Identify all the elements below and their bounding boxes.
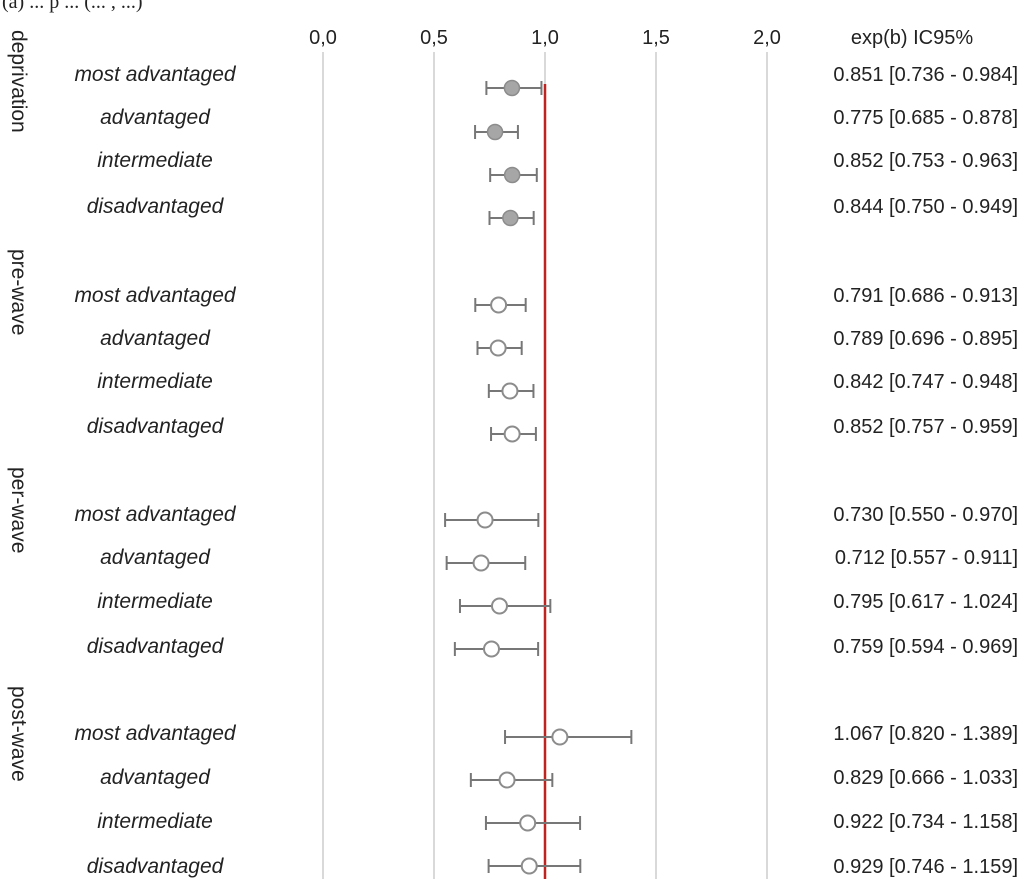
estimate-point-post-wave-advantaged xyxy=(498,771,516,789)
estimate-point-per-wave-most-advantaged xyxy=(476,511,494,529)
values-header: exp(b) IC95% xyxy=(851,27,973,49)
estimate-point-deprivation-advantaged xyxy=(486,123,504,141)
estimate-point-post-wave-most-advantaged xyxy=(551,728,569,746)
value-label-deprivation-disadvantaged: 0.844 [0.750 - 0.949] xyxy=(833,196,1018,218)
value-label-pre-wave-intermediate: 0.842 [0.747 - 0.948] xyxy=(833,371,1018,393)
row-label-post-wave-disadvantaged: disadvantaged xyxy=(87,855,225,878)
row-label-pre-wave-intermediate: intermediate xyxy=(97,370,213,393)
estimate-point-deprivation-disadvantaged xyxy=(502,209,519,227)
row-label-pre-wave-disadvantaged: disadvantaged xyxy=(87,415,225,438)
row-label-post-wave-intermediate: intermediate xyxy=(97,810,213,833)
row-label-pre-wave-most-advantaged: most advantaged xyxy=(74,284,236,307)
group-label-post-wave: post-wave xyxy=(7,686,30,782)
row-label-per-wave-advantaged: advantaged xyxy=(100,546,211,569)
value-label-per-wave-disadvantaged: 0.759 [0.594 - 0.969] xyxy=(833,636,1018,658)
estimate-point-deprivation-most-advantaged xyxy=(503,79,521,97)
x-tick-label-2: 1,0 xyxy=(531,27,559,49)
estimate-point-per-wave-disadvantaged xyxy=(482,640,500,658)
value-label-post-wave-intermediate: 0.922 [0.734 - 1.158] xyxy=(833,811,1018,833)
value-label-per-wave-most-advantaged: 0.730 [0.550 - 0.970] xyxy=(833,504,1018,526)
value-label-post-wave-advantaged: 0.829 [0.666 - 1.033] xyxy=(833,767,1018,789)
estimate-point-per-wave-intermediate xyxy=(490,597,508,615)
x-tick-label-4: 2,0 xyxy=(753,27,781,49)
estimate-point-post-wave-intermediate xyxy=(519,814,537,832)
chart-header-text: (a) ... p ... (... , ...) xyxy=(2,0,143,13)
estimate-point-post-wave-disadvantaged xyxy=(520,857,538,875)
row-label-deprivation-disadvantaged: disadvantaged xyxy=(87,195,225,218)
value-label-per-wave-intermediate: 0.795 [0.617 - 1.024] xyxy=(833,591,1018,613)
value-label-post-wave-disadvantaged: 0.929 [0.746 - 1.159] xyxy=(833,856,1018,878)
value-label-post-wave-most-advantaged: 1.067 [0.820 - 1.389] xyxy=(833,723,1018,745)
estimate-point-pre-wave-disadvantaged xyxy=(503,425,521,443)
estimate-point-pre-wave-most-advantaged xyxy=(490,296,508,314)
value-label-pre-wave-disadvantaged: 0.852 [0.757 - 0.959] xyxy=(833,416,1018,438)
value-label-per-wave-advantaged: 0.712 [0.557 - 0.911] xyxy=(835,547,1018,569)
estimate-point-deprivation-intermediate xyxy=(503,166,521,184)
value-label-deprivation-most-advantaged: 0.851 [0.736 - 0.984] xyxy=(833,64,1018,86)
x-tick-label-1: 0,5 xyxy=(420,27,448,49)
value-label-pre-wave-most-advantaged: 0.791 [0.686 - 0.913] xyxy=(833,285,1018,307)
value-label-deprivation-intermediate: 0.852 [0.753 - 0.963] xyxy=(833,150,1018,172)
estimate-point-per-wave-advantaged xyxy=(472,554,490,572)
row-label-post-wave-advantaged: advantaged xyxy=(100,766,211,789)
group-label-deprivation: deprivation xyxy=(7,30,30,133)
estimate-point-pre-wave-advantaged xyxy=(489,339,507,357)
estimate-point-pre-wave-intermediate xyxy=(501,382,519,400)
row-label-pre-wave-advantaged: advantaged xyxy=(100,327,211,350)
row-label-deprivation-intermediate: intermediate xyxy=(97,149,213,172)
x-tick-label-0: 0,0 xyxy=(309,27,337,49)
row-label-deprivation-most-advantaged: most advantaged xyxy=(74,63,236,86)
group-label-per-wave: per-wave xyxy=(7,467,30,553)
group-label-pre-wave: pre-wave xyxy=(7,249,30,335)
value-label-deprivation-advantaged: 0.775 [0.685 - 0.878] xyxy=(833,107,1018,129)
row-label-post-wave-most-advantaged: most advantaged xyxy=(74,722,236,745)
row-label-per-wave-most-advantaged: most advantaged xyxy=(74,503,236,526)
x-tick-label-3: 1,5 xyxy=(642,27,670,49)
row-label-per-wave-intermediate: intermediate xyxy=(97,590,213,613)
row-label-per-wave-disadvantaged: disadvantaged xyxy=(87,635,225,658)
row-label-deprivation-advantaged: advantaged xyxy=(100,106,211,129)
value-label-pre-wave-advantaged: 0.789 [0.696 - 0.895] xyxy=(833,328,1018,350)
